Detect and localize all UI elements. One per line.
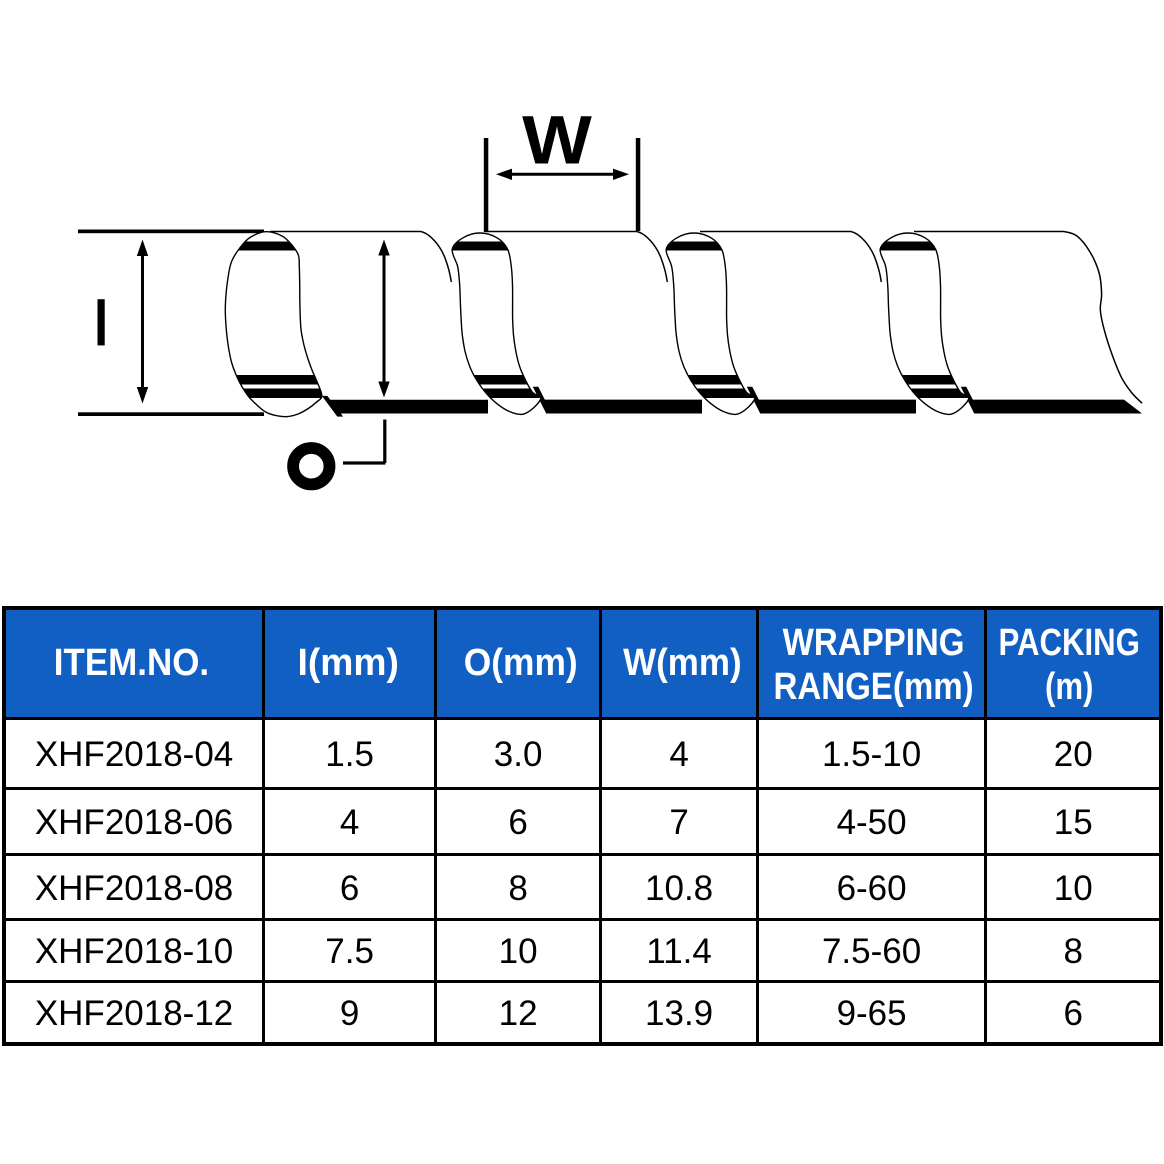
svg-text:W: W <box>522 102 592 179</box>
